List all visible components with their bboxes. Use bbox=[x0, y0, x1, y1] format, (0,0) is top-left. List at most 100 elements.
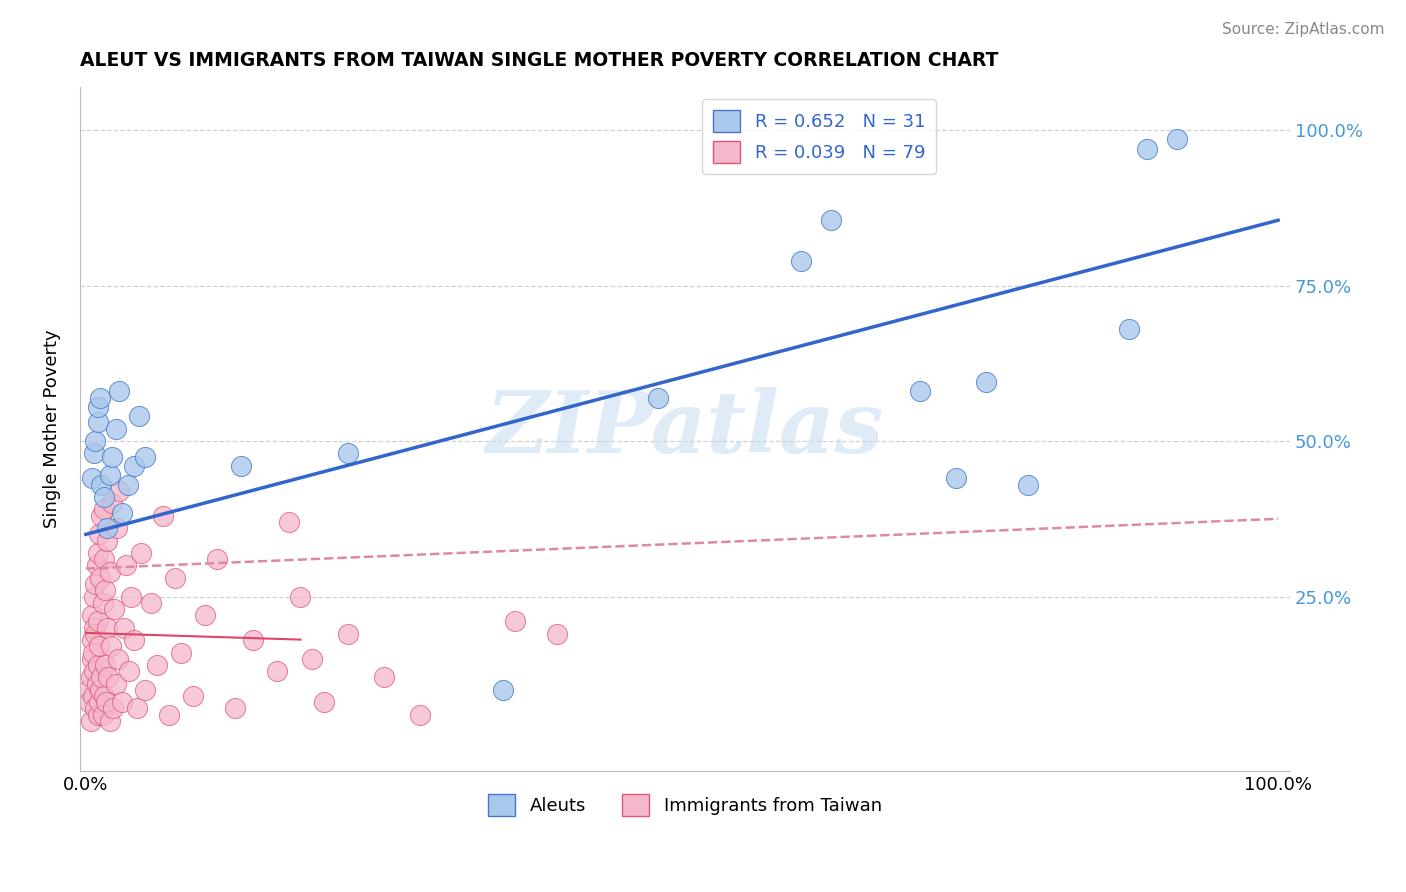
Point bbox=[122, 458, 145, 473]
Point bbox=[96, 533, 118, 548]
Point bbox=[910, 384, 932, 399]
Point bbox=[122, 633, 145, 648]
Point bbox=[91, 707, 114, 722]
Point bbox=[337, 446, 360, 460]
Point bbox=[157, 707, 180, 722]
Point bbox=[103, 701, 125, 715]
Point bbox=[170, 646, 193, 660]
Point bbox=[146, 657, 169, 672]
Point bbox=[98, 714, 121, 728]
Point bbox=[83, 664, 105, 678]
Point bbox=[266, 664, 288, 678]
Point bbox=[96, 521, 118, 535]
Point bbox=[503, 615, 526, 629]
Point bbox=[118, 664, 141, 678]
Point bbox=[373, 670, 395, 684]
Point bbox=[87, 615, 110, 629]
Point bbox=[112, 621, 135, 635]
Point bbox=[90, 508, 112, 523]
Point bbox=[89, 682, 111, 697]
Point bbox=[89, 571, 111, 585]
Point bbox=[98, 565, 121, 579]
Point bbox=[87, 695, 110, 709]
Point bbox=[110, 506, 132, 520]
Point bbox=[181, 689, 204, 703]
Point bbox=[408, 707, 430, 722]
Point bbox=[80, 608, 103, 623]
Point bbox=[98, 468, 121, 483]
Point bbox=[90, 670, 112, 684]
Point bbox=[100, 640, 122, 654]
Point bbox=[97, 670, 120, 684]
Point bbox=[277, 515, 299, 529]
Point bbox=[290, 590, 312, 604]
Point bbox=[108, 384, 131, 399]
Point bbox=[93, 689, 115, 703]
Text: ALEUT VS IMMIGRANTS FROM TAIWAN SINGLE MOTHER POVERTY CORRELATION CHART: ALEUT VS IMMIGRANTS FROM TAIWAN SINGLE M… bbox=[80, 51, 998, 70]
Point bbox=[492, 682, 515, 697]
Point bbox=[1017, 477, 1039, 491]
Point bbox=[93, 502, 115, 516]
Point bbox=[82, 646, 104, 660]
Point bbox=[128, 409, 150, 424]
Point bbox=[89, 391, 111, 405]
Point bbox=[94, 583, 117, 598]
Text: ZIPatlas: ZIPatlas bbox=[486, 387, 884, 470]
Point bbox=[194, 608, 217, 623]
Point bbox=[79, 695, 101, 709]
Point bbox=[83, 590, 105, 604]
Point bbox=[108, 483, 131, 498]
Point bbox=[84, 434, 107, 448]
Point bbox=[820, 213, 842, 227]
Point bbox=[80, 651, 103, 665]
Point bbox=[83, 446, 105, 460]
Point bbox=[120, 590, 142, 604]
Point bbox=[107, 651, 129, 665]
Point bbox=[87, 707, 110, 722]
Point bbox=[87, 416, 110, 430]
Point bbox=[546, 627, 568, 641]
Point bbox=[80, 471, 103, 485]
Point bbox=[86, 676, 108, 690]
Point bbox=[87, 657, 110, 672]
Point bbox=[152, 508, 174, 523]
Point bbox=[87, 546, 110, 560]
Point bbox=[127, 701, 149, 715]
Point bbox=[101, 496, 124, 510]
Point bbox=[205, 552, 228, 566]
Point bbox=[301, 651, 323, 665]
Point bbox=[1166, 132, 1188, 146]
Point bbox=[79, 670, 101, 684]
Point bbox=[82, 689, 104, 703]
Point bbox=[1118, 322, 1140, 336]
Point bbox=[104, 421, 127, 435]
Point bbox=[87, 400, 110, 414]
Point bbox=[84, 577, 107, 591]
Point bbox=[94, 695, 117, 709]
Point bbox=[224, 701, 246, 715]
Point bbox=[86, 558, 108, 573]
Point bbox=[93, 490, 115, 504]
Point bbox=[96, 621, 118, 635]
Point bbox=[103, 602, 125, 616]
Point bbox=[83, 621, 105, 635]
Point bbox=[110, 695, 132, 709]
Point bbox=[84, 627, 107, 641]
Point bbox=[87, 527, 110, 541]
Point bbox=[974, 375, 997, 389]
Point bbox=[104, 676, 127, 690]
Point bbox=[77, 682, 100, 697]
Point bbox=[80, 633, 103, 648]
Point bbox=[790, 253, 813, 268]
Point bbox=[229, 458, 252, 473]
Point bbox=[141, 596, 163, 610]
Point bbox=[647, 391, 669, 405]
Point bbox=[93, 552, 115, 566]
Point bbox=[117, 477, 139, 491]
Point bbox=[84, 701, 107, 715]
Point bbox=[105, 521, 128, 535]
Point bbox=[314, 695, 336, 709]
Legend: Aleuts, Immigrants from Taiwan: Aleuts, Immigrants from Taiwan bbox=[481, 787, 889, 823]
Point bbox=[134, 682, 156, 697]
Point bbox=[91, 596, 114, 610]
